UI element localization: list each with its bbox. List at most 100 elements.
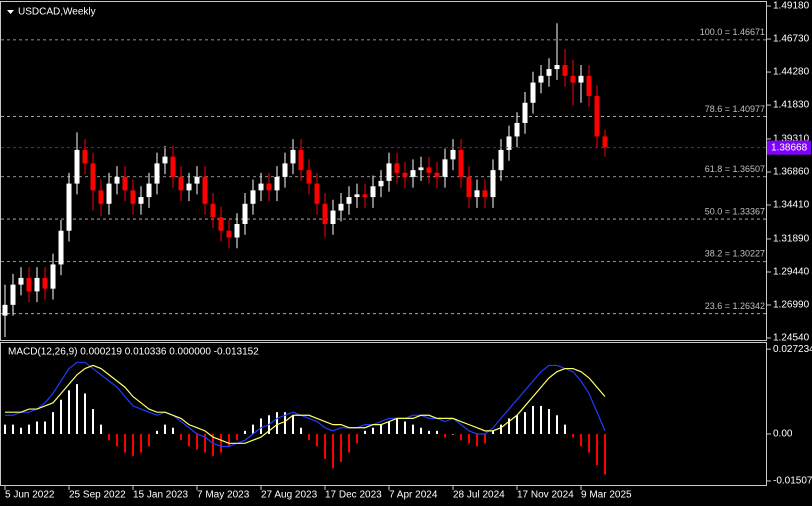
- macd-bar: [564, 424, 566, 434]
- macd-bar: [332, 433, 334, 469]
- last-price-box: [767, 140, 811, 155]
- macd-bar: [548, 409, 550, 434]
- macd-bar: [444, 433, 446, 438]
- x-tick-label: 5 Jun 2022: [5, 490, 55, 501]
- candle-body: [602, 136, 608, 148]
- macd-bar: [300, 427, 302, 434]
- macd-bar: [412, 424, 414, 434]
- candle-body: [426, 167, 432, 173]
- macd-bar: [452, 433, 454, 435]
- candle-body: [306, 170, 312, 184]
- candle-body: [530, 82, 536, 103]
- macd-bar: [372, 427, 374, 434]
- macd-bar: [516, 415, 518, 434]
- fib-label: 50.0 = 1.33367: [705, 206, 765, 216]
- macd-bar: [172, 427, 174, 434]
- candle-body: [106, 183, 112, 204]
- candle-body: [170, 156, 176, 177]
- last-price-label: 1.38668: [771, 142, 808, 153]
- candle-body: [274, 176, 280, 191]
- x-tick-label: 17 Nov 2024: [517, 490, 574, 501]
- candle-body: [90, 163, 96, 191]
- candle-body: [418, 167, 424, 171]
- macd-bar: [404, 421, 406, 434]
- candle-body: [434, 172, 440, 177]
- candle-body: [258, 183, 264, 191]
- macd-bar: [604, 433, 606, 475]
- macd-bar: [388, 421, 390, 434]
- y-tick-label: 1.49180: [773, 1, 810, 12]
- macd-bar: [428, 430, 430, 434]
- candle-body: [210, 203, 216, 218]
- macd-bar: [36, 421, 38, 434]
- candle-body: [58, 230, 64, 265]
- candle-body: [506, 136, 512, 150]
- macd-bar: [188, 433, 190, 447]
- menu-triangle[interactable]: [7, 10, 14, 14]
- x-tick-label: 25 Sep 2022: [69, 490, 126, 501]
- candle-body: [42, 277, 48, 289]
- candle-body: [234, 224, 240, 238]
- candle-body: [322, 203, 328, 225]
- x-tick-label: 7 May 2023: [197, 490, 250, 501]
- candle-body: [138, 197, 144, 204]
- y-tick-label: 1.46730: [773, 34, 810, 45]
- y-tick-label: 1.34410: [773, 200, 810, 211]
- macd-bar: [308, 433, 310, 441]
- macd-bar: [524, 412, 526, 434]
- chart-title: USDCAD,Weekly: [18, 7, 96, 18]
- macd-bar: [100, 424, 102, 434]
- macd-bar: [468, 433, 470, 444]
- macd-bar: [68, 390, 70, 434]
- candle-body: [554, 65, 560, 70]
- y-tick-label: 1.36860: [773, 167, 810, 178]
- candle-body: [218, 217, 224, 231]
- candle-body: [314, 183, 320, 204]
- macd-bar: [132, 433, 134, 456]
- candle-body: [178, 176, 184, 191]
- candle-body: [402, 172, 408, 177]
- y-tick-label: 1.29440: [773, 267, 810, 278]
- macd-bar: [84, 393, 86, 434]
- macd-bar: [460, 433, 462, 441]
- y-tick-label: 1.24540: [773, 333, 810, 344]
- candle-body: [242, 203, 248, 225]
- macd-bar: [52, 412, 54, 434]
- macd-bar: [500, 424, 502, 434]
- y-tick-label: -0.015075: [773, 476, 812, 487]
- candle-body: [466, 176, 472, 198]
- macd-bar: [380, 424, 382, 434]
- candle-body: [474, 190, 480, 198]
- candle-body: [290, 149, 296, 164]
- candle-body: [394, 163, 400, 173]
- macd-bar: [4, 424, 6, 434]
- macd-bar: [324, 433, 326, 459]
- candle-body: [186, 183, 192, 191]
- y-tick-label: 0.00: [773, 429, 793, 440]
- candle-body: [122, 176, 128, 191]
- fib-label: 100.0 = 1.46671: [700, 27, 765, 37]
- y-tick-label: 1.41830: [773, 100, 810, 111]
- candle-body: [194, 176, 200, 184]
- candle-body: [18, 277, 24, 285]
- candle-body: [482, 190, 488, 198]
- candle-body: [10, 284, 16, 305]
- macd-bar: [228, 433, 230, 447]
- candle-body: [266, 183, 272, 191]
- macd-bar: [44, 421, 46, 434]
- candle-body: [410, 170, 416, 177]
- macd-bar: [236, 433, 238, 441]
- macd-bar: [316, 433, 318, 447]
- candle-body: [66, 183, 72, 231]
- candle-body: [162, 156, 168, 164]
- macd-bar: [204, 433, 206, 453]
- candle-body: [570, 75, 576, 83]
- candle-body: [114, 176, 120, 184]
- macd-bar: [340, 433, 342, 463]
- candle-body: [74, 149, 80, 184]
- candle-body: [354, 194, 360, 198]
- macd-bar: [28, 424, 30, 434]
- candle-body: [282, 163, 288, 177]
- y-tick-label: 1.26990: [773, 300, 810, 311]
